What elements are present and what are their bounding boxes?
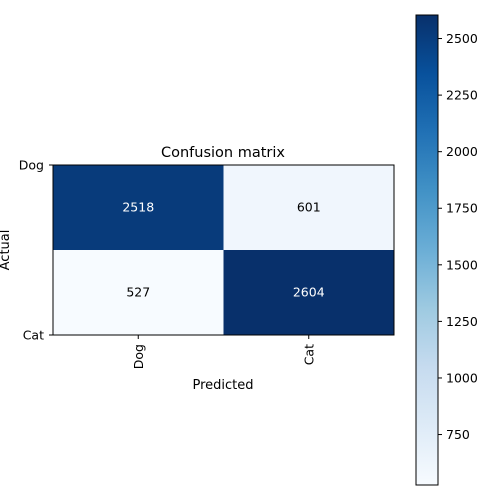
colorbar-gradient — [416, 15, 438, 485]
y-axis-label: Actual — [0, 230, 13, 271]
cell-value-label: 2604 — [293, 285, 325, 300]
colorbar-tick-label: 2500 — [446, 31, 478, 46]
heatmap-cell — [53, 250, 224, 335]
y-tick-label: Cat — [23, 328, 44, 343]
colorbar-tick-label: 750 — [446, 427, 470, 442]
x-tick-label: Cat — [301, 344, 316, 365]
heatmap-cell-labels: 2518 601 527 2604 — [122, 200, 324, 300]
colorbar-tick-label: 1750 — [446, 201, 478, 216]
colorbar-tick-label: 2000 — [446, 144, 478, 159]
x-axis-label: Predicted — [192, 378, 253, 393]
colorbar-tick-label: 1500 — [446, 257, 478, 272]
plot-frame — [52, 164, 395, 336]
colorbar-tick-label: 2250 — [446, 88, 478, 103]
x-axis: Dog Cat — [131, 335, 316, 369]
y-axis: Dog Cat — [19, 158, 53, 343]
heatmap-cell — [223, 165, 394, 250]
colorbar-frame — [415, 14, 439, 486]
colorbar-tick-label: 1000 — [446, 370, 478, 385]
colorbar: 750 1000 1250 1500 1750 2000 2250 2500 — [415, 14, 478, 486]
chart-title: Confusion matrix — [161, 145, 285, 161]
cell-value-label: 601 — [297, 200, 321, 215]
cell-value-label: 527 — [126, 285, 150, 300]
colorbar-tick-label: 1250 — [446, 314, 478, 329]
x-tick-label: Dog — [131, 344, 146, 369]
heatmap-cell — [223, 250, 394, 335]
heatmap-cells — [53, 165, 394, 335]
heatmap-cell — [53, 165, 224, 250]
cell-value-label: 2518 — [122, 200, 154, 215]
y-tick-label: Dog — [19, 158, 44, 173]
